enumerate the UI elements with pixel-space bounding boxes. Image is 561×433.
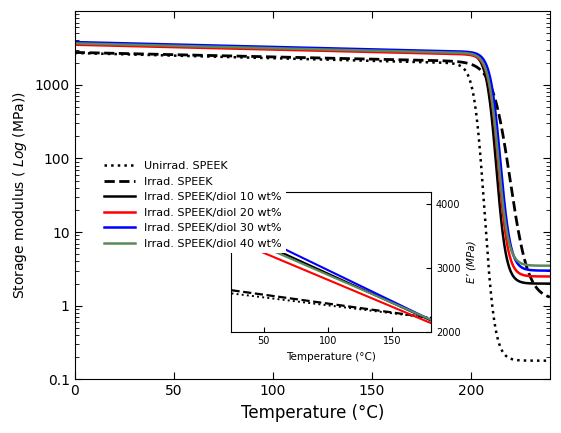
Irrad. SPEEK/diol 30 wt% xyxy=(532,268,539,273)
Line: Irrad. SPEEK: Irrad. SPEEK xyxy=(75,52,550,297)
Line: Irrad. SPEEK/diol 40 wt%: Irrad. SPEEK/diol 40 wt% xyxy=(75,43,550,266)
Irrad. SPEEK/diol 40 wt% xyxy=(95,41,102,46)
Irrad. SPEEK/diol 30 wt% xyxy=(71,39,78,45)
Irrad. SPEEK xyxy=(71,50,78,55)
Line: Irrad. SPEEK/diol 20 wt%: Irrad. SPEEK/diol 20 wt% xyxy=(75,45,550,277)
Irrad. SPEEK/diol 10 wt% xyxy=(95,41,102,46)
Irrad. SPEEK/diol 30 wt% xyxy=(290,45,297,50)
Unirrad. SPEEK xyxy=(546,358,553,363)
Line: Irrad. SPEEK/diol 10 wt%: Irrad. SPEEK/diol 10 wt% xyxy=(75,43,550,284)
Irrad. SPEEK/diol 20 wt% xyxy=(533,274,540,279)
Legend: Unirrad. SPEEK, Irrad. SPEEK, Irrad. SPEEK/diol 10 wt%, Irrad. SPEEK/diol 20 wt%: Unirrad. SPEEK, Irrad. SPEEK, Irrad. SPE… xyxy=(99,157,286,253)
Irrad. SPEEK/diol 10 wt% xyxy=(71,40,78,45)
Irrad. SPEEK/diol 10 wt% xyxy=(445,49,452,55)
Irrad. SPEEK/diol 30 wt% xyxy=(546,268,553,273)
Irrad. SPEEK/diol 20 wt% xyxy=(302,48,309,53)
Irrad. SPEEK/diol 30 wt% xyxy=(533,268,540,273)
Irrad. SPEEK/diol 20 wt% xyxy=(290,47,297,52)
Y-axis label: Storage modulus ( $Log$ (MPa)): Storage modulus ( $Log$ (MPa)) xyxy=(11,91,29,299)
Irrad. SPEEK/diol 20 wt% xyxy=(71,42,78,47)
Line: Unirrad. SPEEK: Unirrad. SPEEK xyxy=(75,53,550,361)
Irrad. SPEEK/diol 40 wt% xyxy=(290,46,297,51)
Unirrad. SPEEK xyxy=(533,358,540,363)
Irrad. SPEEK/diol 30 wt% xyxy=(445,48,452,54)
Irrad. SPEEK/diol 20 wt% xyxy=(532,274,539,279)
Unirrad. SPEEK xyxy=(532,358,539,363)
Irrad. SPEEK/diol 10 wt% xyxy=(532,281,539,286)
Irrad. SPEEK/diol 20 wt% xyxy=(546,274,553,279)
Irrad. SPEEK xyxy=(533,284,540,290)
Irrad. SPEEK/diol 40 wt% xyxy=(445,50,452,55)
Irrad. SPEEK xyxy=(445,58,452,64)
Irrad. SPEEK/diol 40 wt% xyxy=(546,263,553,268)
Irrad. SPEEK/diol 30 wt% xyxy=(95,40,102,45)
Irrad. SPEEK/diol 40 wt% xyxy=(532,263,539,268)
Irrad. SPEEK/diol 30 wt% xyxy=(302,45,309,50)
Unirrad. SPEEK xyxy=(71,50,78,55)
Irrad. SPEEK xyxy=(532,284,539,290)
Unirrad. SPEEK xyxy=(290,56,297,61)
Irrad. SPEEK xyxy=(95,50,102,55)
Irrad. SPEEK xyxy=(302,55,309,60)
Irrad. SPEEK/diol 10 wt% xyxy=(533,281,540,286)
Irrad. SPEEK/diol 20 wt% xyxy=(445,51,452,56)
Irrad. SPEEK xyxy=(290,55,297,60)
Unirrad. SPEEK xyxy=(95,51,102,56)
Irrad. SPEEK/diol 20 wt% xyxy=(95,43,102,48)
Irrad. SPEEK/diol 40 wt% xyxy=(533,263,540,268)
Irrad. SPEEK/diol 10 wt% xyxy=(290,45,297,51)
Unirrad. SPEEK xyxy=(445,61,452,66)
Unirrad. SPEEK xyxy=(302,56,309,61)
Irrad. SPEEK/diol 10 wt% xyxy=(546,281,553,286)
Irrad. SPEEK/diol 10 wt% xyxy=(302,46,309,51)
Irrad. SPEEK xyxy=(546,294,553,300)
X-axis label: Temperature (°C): Temperature (°C) xyxy=(241,404,384,422)
Line: Irrad. SPEEK/diol 30 wt%: Irrad. SPEEK/diol 30 wt% xyxy=(75,42,550,271)
Irrad. SPEEK/diol 40 wt% xyxy=(302,46,309,52)
Irrad. SPEEK/diol 40 wt% xyxy=(71,41,78,46)
